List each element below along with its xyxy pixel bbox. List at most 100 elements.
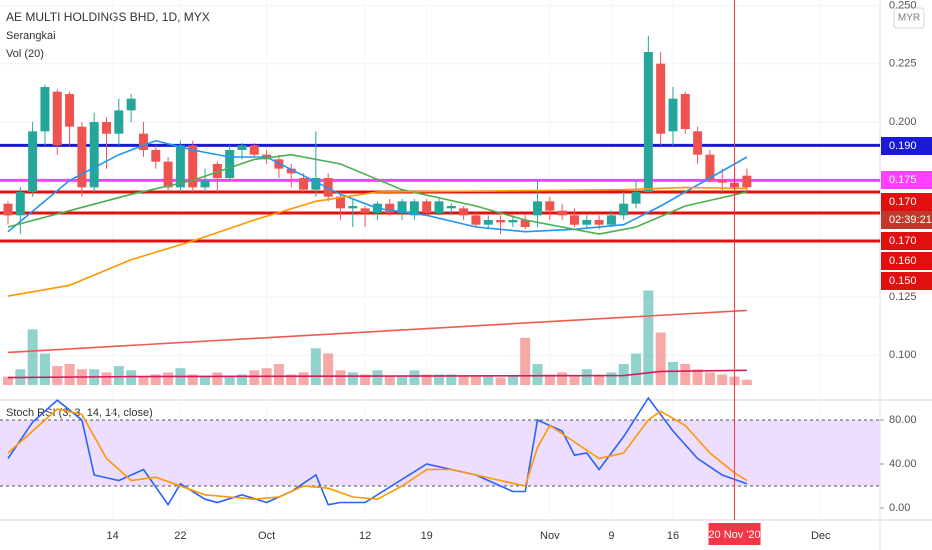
volume-bar — [236, 374, 247, 385]
volume-bar — [594, 374, 605, 385]
volume-bar — [692, 369, 703, 385]
volume-bar — [717, 374, 728, 385]
volume-bar — [224, 376, 235, 385]
volume-bar — [470, 376, 481, 385]
volume-bar — [27, 329, 38, 385]
price-badge-label: 0.170 — [889, 196, 917, 208]
candle-body — [360, 208, 370, 214]
candle-body — [656, 63, 666, 134]
candle-body — [102, 122, 112, 134]
volume-bar — [409, 370, 420, 385]
volume-bar — [101, 372, 112, 385]
currency: MYR — [898, 13, 920, 24]
candle-body — [693, 131, 703, 155]
volume-bar — [434, 374, 445, 385]
line — [7, 153, 748, 235]
volume-bar — [397, 376, 408, 385]
candle-body — [545, 201, 555, 211]
volume-bar — [483, 376, 494, 385]
volume-bar — [212, 372, 223, 385]
volume-bar — [372, 370, 383, 385]
candle-body — [520, 220, 530, 228]
volume-bar — [606, 372, 617, 385]
candle-body — [3, 203, 13, 216]
candle-body — [434, 201, 444, 214]
candle-body — [705, 154, 715, 181]
candle-body — [138, 133, 148, 151]
volume-bar — [421, 374, 432, 385]
candle-body — [249, 145, 259, 155]
volume-bar — [458, 375, 469, 385]
y-tick-label: 0.225 — [889, 58, 917, 70]
candle-body — [28, 131, 38, 193]
candle-body — [397, 201, 407, 214]
candle-body — [65, 94, 75, 127]
line — [7, 309, 747, 354]
y-tick-label: 40.00 — [889, 458, 917, 470]
cursor-badge — [708, 523, 761, 545]
volume-bar — [544, 374, 555, 385]
line — [7, 408, 748, 501]
candle-body — [335, 196, 345, 209]
candle-body — [446, 206, 456, 209]
candle-body — [299, 178, 309, 190]
candle-body — [311, 178, 321, 190]
volume-bar — [323, 353, 334, 385]
x-tick-label: 22 — [174, 530, 186, 542]
price-badge-label: 0.175 — [889, 174, 917, 186]
line — [7, 186, 747, 297]
x-tick-label: Dec — [811, 530, 831, 542]
volume-bar — [298, 372, 309, 385]
volume-bar — [495, 377, 506, 385]
candle-body — [606, 215, 616, 225]
legend-entry: Serangkai — [6, 30, 56, 42]
indicator-title: Stoch RSI (3, 3, 14, 14, close) — [6, 407, 153, 419]
price-badge — [881, 232, 932, 250]
candle-body — [557, 210, 567, 216]
candle-body — [742, 175, 752, 188]
band-fill — [0, 420, 880, 486]
price-badge-label: 0.150 — [889, 275, 917, 287]
volume-bar — [520, 337, 531, 385]
candle-body — [582, 220, 592, 225]
volume-bar — [347, 372, 358, 385]
volume-bar — [64, 364, 75, 385]
volume-bar — [680, 364, 691, 385]
candle-body — [175, 145, 185, 188]
volume-bar — [360, 374, 371, 385]
volume-bar — [507, 375, 518, 385]
candle-body — [533, 201, 543, 216]
volume-bar — [3, 376, 14, 385]
candle-body — [188, 145, 198, 188]
currency-box[interactable] — [893, 7, 925, 29]
volume-bar — [187, 374, 198, 385]
candle-body — [619, 203, 629, 216]
candle-body — [631, 192, 641, 204]
x-tick-label: 14 — [107, 530, 119, 542]
volume-bar — [52, 366, 63, 385]
candle-body — [89, 122, 99, 188]
candle-body — [459, 208, 469, 216]
y-tick-label: 0.00 — [889, 502, 910, 514]
candle-body — [496, 220, 506, 223]
volume-bar — [581, 369, 592, 385]
cursor-label: 20 Nov '20 — [708, 529, 760, 541]
candle-body — [643, 52, 653, 193]
volume-bar — [310, 348, 321, 385]
volume-bar — [557, 372, 568, 385]
candle-body — [200, 180, 210, 188]
price-badge-label: 0.170 — [889, 235, 917, 247]
volume-bar — [384, 376, 395, 385]
candle-body — [422, 201, 432, 214]
candle-body — [77, 126, 87, 188]
x-tick-label: 19 — [421, 530, 433, 542]
volume-bar — [113, 366, 124, 385]
price-badge-label: 0.190 — [889, 140, 917, 152]
y-tick-label: 80.00 — [889, 414, 917, 426]
chart-title: AE MULTI HOLDINGS BHD, 1D, MYX — [6, 10, 210, 24]
candle-body — [114, 110, 124, 134]
volume-bar — [286, 374, 297, 385]
x-tick-label: 9 — [608, 530, 614, 542]
y-tick-label: 0.100 — [889, 349, 917, 361]
